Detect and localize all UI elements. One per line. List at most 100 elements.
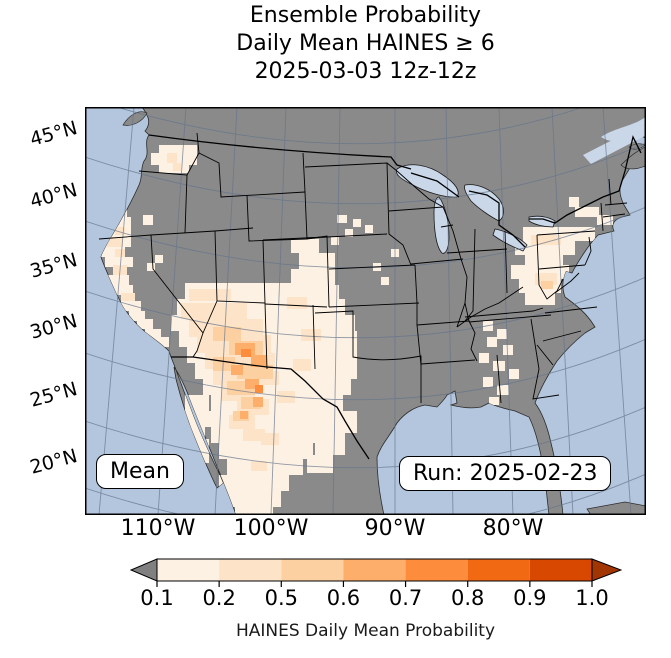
probability-cell [365,225,373,233]
run-annotation-box: Run: 2025-02-23 [399,456,612,491]
graticule-meridian [445,106,454,516]
colorbar-segment [405,559,468,581]
graticule-meridian [498,106,514,516]
graticule-meridian [98,106,135,516]
probability-cell [331,237,339,245]
probability-cell [299,253,335,269]
probability-cell [143,215,153,225]
colorbar-svg [129,558,623,587]
graticule-parallel [84,406,647,469]
probability-cell [121,301,141,311]
probability-cell [159,145,197,155]
title-line-2: Daily Mean HAINES ≥ 6 [236,31,495,56]
colorbar-tick-label: 0.5 [264,586,298,610]
probability-cell [353,219,361,227]
colorbar [129,556,623,588]
lat-tick-label: 40°N [27,179,80,213]
probability-cell [213,327,241,341]
probability-cell [575,207,599,217]
map-svg [84,82,671,536]
probability-cell [219,443,313,459]
probability-cell [323,411,357,433]
probability-cell [291,239,319,253]
probability-cell [167,153,177,163]
probability-cell [315,433,345,455]
colorbar-tick-label: 0.8 [451,586,485,610]
probability-cell [235,507,273,515]
probability-cell [115,227,125,235]
lat-tick-label: 35°N [27,249,80,283]
probability-cell [245,379,259,389]
probability-cell [525,293,555,305]
lat-tick-label: 30°N [27,310,80,344]
graticule-meridian [332,106,341,516]
probability-cell [255,385,263,393]
probability-cell [287,297,307,309]
probability-cell [251,355,267,367]
probability-cell [137,319,153,329]
probability-cell [147,263,155,271]
probability-cell [121,293,135,301]
colorbar-tick-label: 0.7 [388,586,423,610]
probability-cell [291,269,335,285]
probability-cell [101,247,125,257]
colorbar-segment [281,559,344,581]
probability-cell [111,285,133,295]
graticule-parallel [84,276,647,339]
state-borders [98,132,628,404]
probability-cell [541,281,553,289]
probability-cell [219,475,289,491]
colorbar-tick-label: 0.6 [326,586,361,610]
gulf-st-lawrence [601,117,646,142]
lakes [396,110,671,254]
probability-cell [381,277,389,285]
probability-cell [231,365,243,375]
probability-cell [307,455,333,473]
colorbar-tick-label: 0.1 [140,586,174,610]
probability-cell [487,337,497,347]
probability-cell [113,217,131,227]
probability-cell [503,345,513,355]
title-line-3: 2025-03-03 12z-12z [254,59,477,84]
probability-cell [155,337,169,347]
probability-cell [129,311,145,321]
probability-cell [251,461,267,471]
colorbar-segment [529,559,592,581]
probability-cell [107,237,123,247]
lon-tick-label: 90°W [364,516,426,541]
vancouver-island [122,111,148,126]
probability-cell [185,395,209,415]
mean-label: Mean [110,459,170,484]
probability-cell [345,229,353,237]
graticule-parallel [84,206,647,269]
probability-cell [493,361,505,371]
probability-cell [105,275,129,285]
graticule-meridian [157,106,187,516]
probability-cell [227,491,281,507]
probability-cell [489,397,499,405]
colorbar-segment [343,559,406,581]
probability-cell [115,249,125,257]
probability-cell [243,429,265,441]
probability-cell [337,215,347,223]
colorbar-under-arrow [129,558,158,582]
lon-tick-label: 80°W [482,516,544,541]
probability-cell [479,353,489,363]
lat-tick-label: 45°N [27,117,80,151]
probability-cell [105,257,133,267]
lon-tick-label: 110°W [120,516,196,541]
lat-tick-label: 25°N [27,378,80,412]
probability-cell [497,385,509,395]
colorbar-segment [467,559,530,581]
colorbar-tick-label: 0.9 [513,586,547,610]
axes-frame [85,107,646,515]
lat-tick-label: 20°N [27,445,80,479]
title-line-1: Ensemble Probability [249,3,482,28]
probability-cell [173,163,181,171]
probability-cell [483,377,493,387]
country-borders [148,134,642,460]
probability-cell [155,255,163,263]
graticule-meridian [270,106,287,516]
probability-cell [253,397,263,407]
